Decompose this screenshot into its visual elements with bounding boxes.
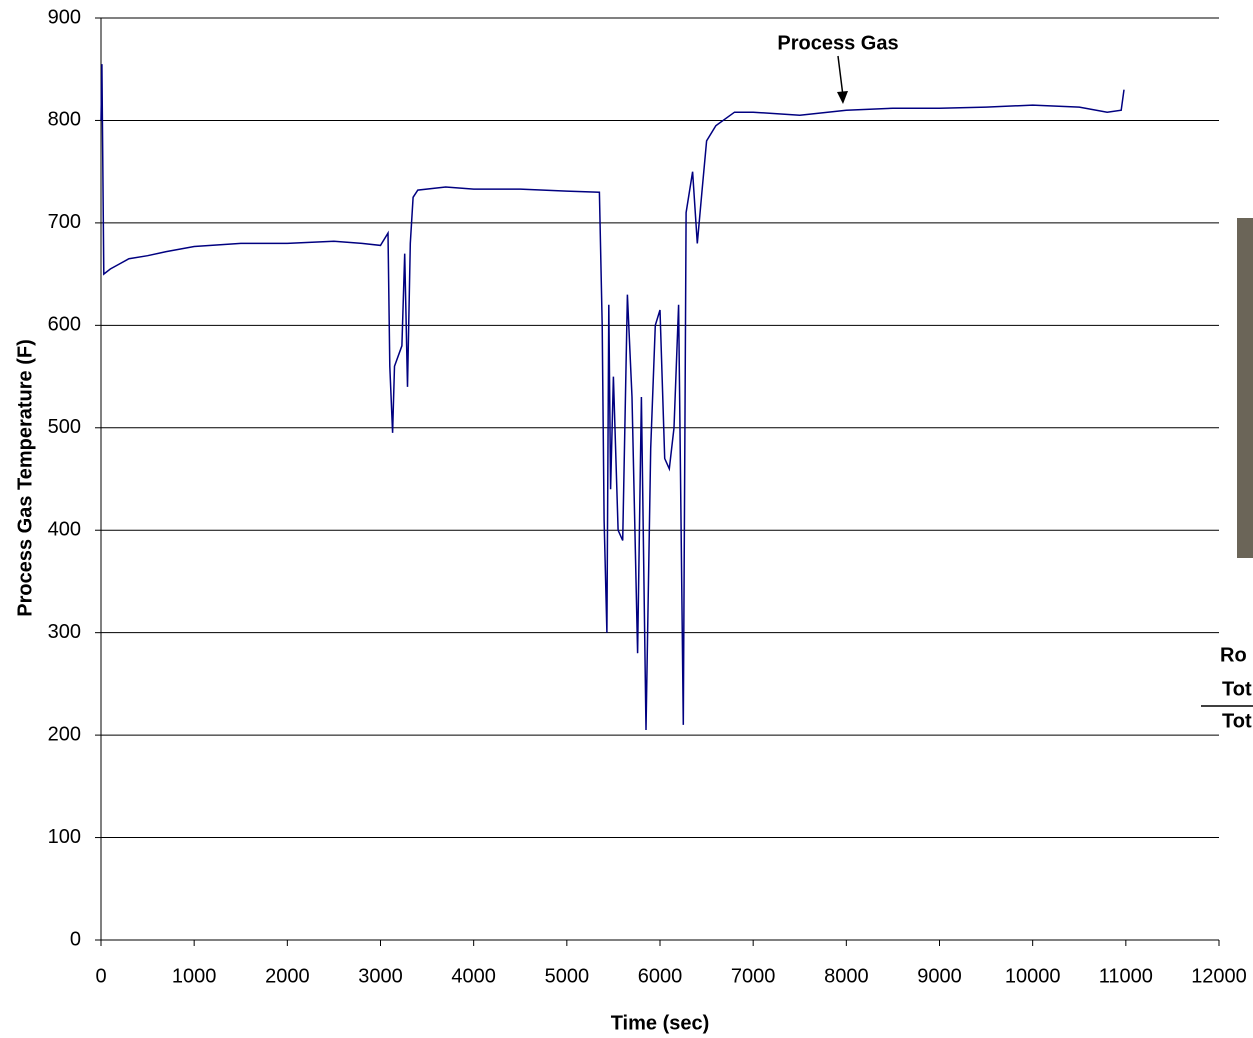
x-tick-label: 2000 xyxy=(265,965,310,987)
annotation: Process Gas xyxy=(777,32,898,54)
x-tick-label: 5000 xyxy=(545,965,590,987)
x-axis-title: Time (sec) xyxy=(611,1012,710,1034)
x-tick-label: 1000 xyxy=(172,965,217,987)
x-tick-label: 0 xyxy=(95,965,106,987)
x-tick-label: 12000 xyxy=(1191,965,1247,987)
x-tick-label: 10000 xyxy=(1005,965,1061,987)
y-tick-label: 100 xyxy=(48,826,81,848)
x-tick-label: 8000 xyxy=(824,965,869,987)
annotation-arrowhead xyxy=(837,91,848,104)
y-tick-label: 300 xyxy=(48,621,81,643)
y-tick-label: 900 xyxy=(48,6,81,28)
y-tick-label: 600 xyxy=(48,314,81,336)
side-label: Tot xyxy=(1222,710,1252,732)
x-tick-label: 11000 xyxy=(1099,965,1153,987)
y-tick-label: 800 xyxy=(48,109,81,131)
annotation-arrow xyxy=(837,55,844,97)
y-tick-label: 700 xyxy=(48,211,81,233)
y-tick-label: 500 xyxy=(48,416,81,438)
y-tick-label: 400 xyxy=(48,519,81,541)
data-line xyxy=(100,64,1125,731)
y-tick-label: 0 xyxy=(70,928,81,950)
photo-fragment xyxy=(1237,218,1253,558)
x-tick-label: 3000 xyxy=(358,965,403,987)
side-label: Tot xyxy=(1222,678,1252,700)
y-tick-label: 200 xyxy=(48,723,81,745)
x-tick-label: 6000 xyxy=(638,965,683,987)
x-tick-label: 4000 xyxy=(451,965,496,987)
x-tick-label: 9000 xyxy=(917,965,962,987)
y-axis-title: Process Gas Temperature (F) xyxy=(14,339,36,617)
side-label: Ro xyxy=(1220,644,1247,666)
x-tick-label: 7000 xyxy=(731,965,776,987)
